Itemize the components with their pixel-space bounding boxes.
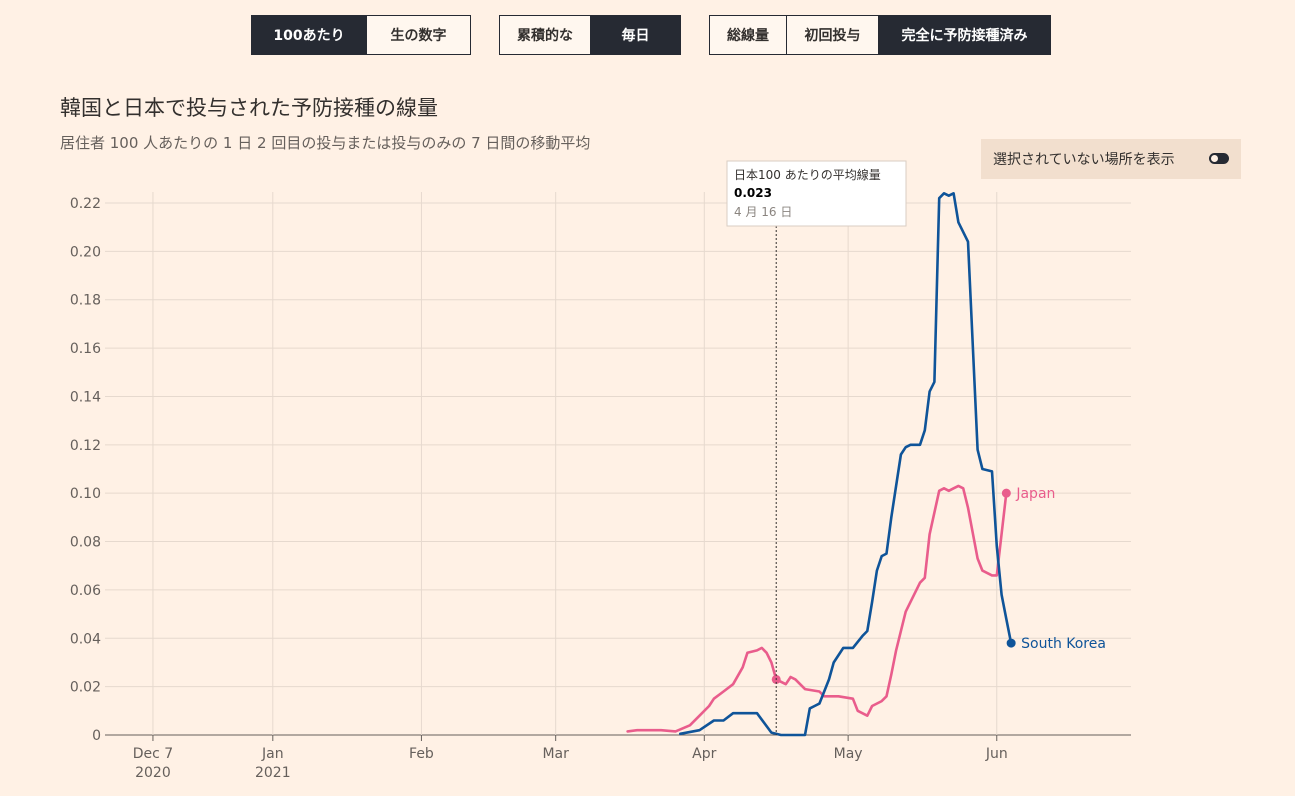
- tooltip-date: 4 月 16 日: [734, 205, 792, 219]
- x-tick-label: Jan: [261, 746, 284, 762]
- x-tick-label: Mar: [542, 746, 569, 762]
- unit-toggle-group: 100あたり 生の数字: [251, 15, 471, 55]
- x-tick-year-label: 2020: [135, 765, 171, 781]
- cumulative-button[interactable]: 累積的な: [500, 16, 590, 54]
- toggle-label: 選択されていない場所を表示: [993, 152, 1175, 168]
- x-tick-label: Dec 7: [133, 746, 173, 762]
- series-lines: Japan South Korea: [626, 192, 1106, 737]
- toggle-switch-icon[interactable]: [1209, 153, 1229, 164]
- tooltip-title: 日本100 あたりの平均線量: [734, 167, 881, 182]
- x-tick-year-label: 2021: [255, 765, 291, 781]
- y-tick-label: 0.08: [70, 535, 101, 551]
- tooltip-value: 0.023: [734, 186, 772, 200]
- y-axis: 0 0.02 0.04 0.06 0.08 0.10 0.12 0.14 0.16 0.18 0.2…: [70, 196, 101, 744]
- y-tick-label: 0.22: [70, 196, 101, 212]
- y-tick-label: 0.20: [70, 244, 101, 260]
- y-tick-label: 0.16: [70, 341, 101, 357]
- raw-numbers-button[interactable]: 生の数字: [366, 16, 470, 54]
- x-tick-label: Jun: [985, 746, 1008, 762]
- x-tick-label: Feb: [409, 746, 434, 762]
- chart-grid: [105, 192, 1131, 736]
- series-end-marker-south-korea: [1006, 638, 1016, 648]
- series-label-south-korea: South Korea: [1021, 636, 1106, 652]
- per-100-button[interactable]: 100あたり: [252, 16, 366, 54]
- y-tick-label: 0.10: [70, 486, 101, 502]
- tooltip-box: [726, 160, 907, 227]
- mode-toggle-group: 累積的な 毎日: [499, 15, 681, 55]
- chart-subtitle: 居住者 100 人あたりの 1 日 2 回目の投与または投与のみの 7 日間の移…: [60, 134, 591, 152]
- y-tick-label: 0.04: [70, 631, 101, 647]
- y-tick-label: 0.14: [70, 389, 101, 405]
- x-tick-label: Apr: [692, 746, 716, 762]
- x-axis: Dec 7 2020 Jan 2021 Feb Mar Apr May Jun: [133, 735, 1008, 781]
- first-dose-button[interactable]: 初回投与: [786, 16, 878, 54]
- y-tick-label: 0.06: [70, 583, 101, 599]
- series-label-japan: Japan: [1015, 486, 1055, 502]
- dose-toggle-group: 総線量 初回投与 完全に予防接種済み: [709, 15, 1051, 55]
- daily-button[interactable]: 毎日: [590, 16, 680, 54]
- series-end-marker-japan: [1001, 488, 1011, 498]
- y-tick-label: 0.12: [70, 438, 101, 454]
- y-tick-label: 0.02: [70, 680, 101, 696]
- series-line-south-korea: [678, 192, 1013, 737]
- show-unselected-toggle[interactable]: 選択されていない場所を表示: [981, 139, 1241, 179]
- y-tick-label: 0: [92, 728, 101, 744]
- y-tick-label: 0.18: [70, 293, 101, 309]
- fully-vaccinated-button[interactable]: 完全に予防接種済み: [878, 16, 1050, 54]
- x-tick-label: May: [834, 746, 863, 762]
- total-doses-button[interactable]: 総線量: [710, 16, 786, 54]
- chart-title: 韓国と日本で投与された予防接種の線量: [60, 96, 438, 120]
- hover-tooltip: 日本100 あたりの平均線量 0.023 4 月 16 日: [726, 160, 907, 735]
- toolbar: 100あたり 生の数字 累積的な 毎日 総線量 初回投与 完全に予防接種済み: [0, 15, 1295, 55]
- series-line-japan: [626, 484, 1008, 733]
